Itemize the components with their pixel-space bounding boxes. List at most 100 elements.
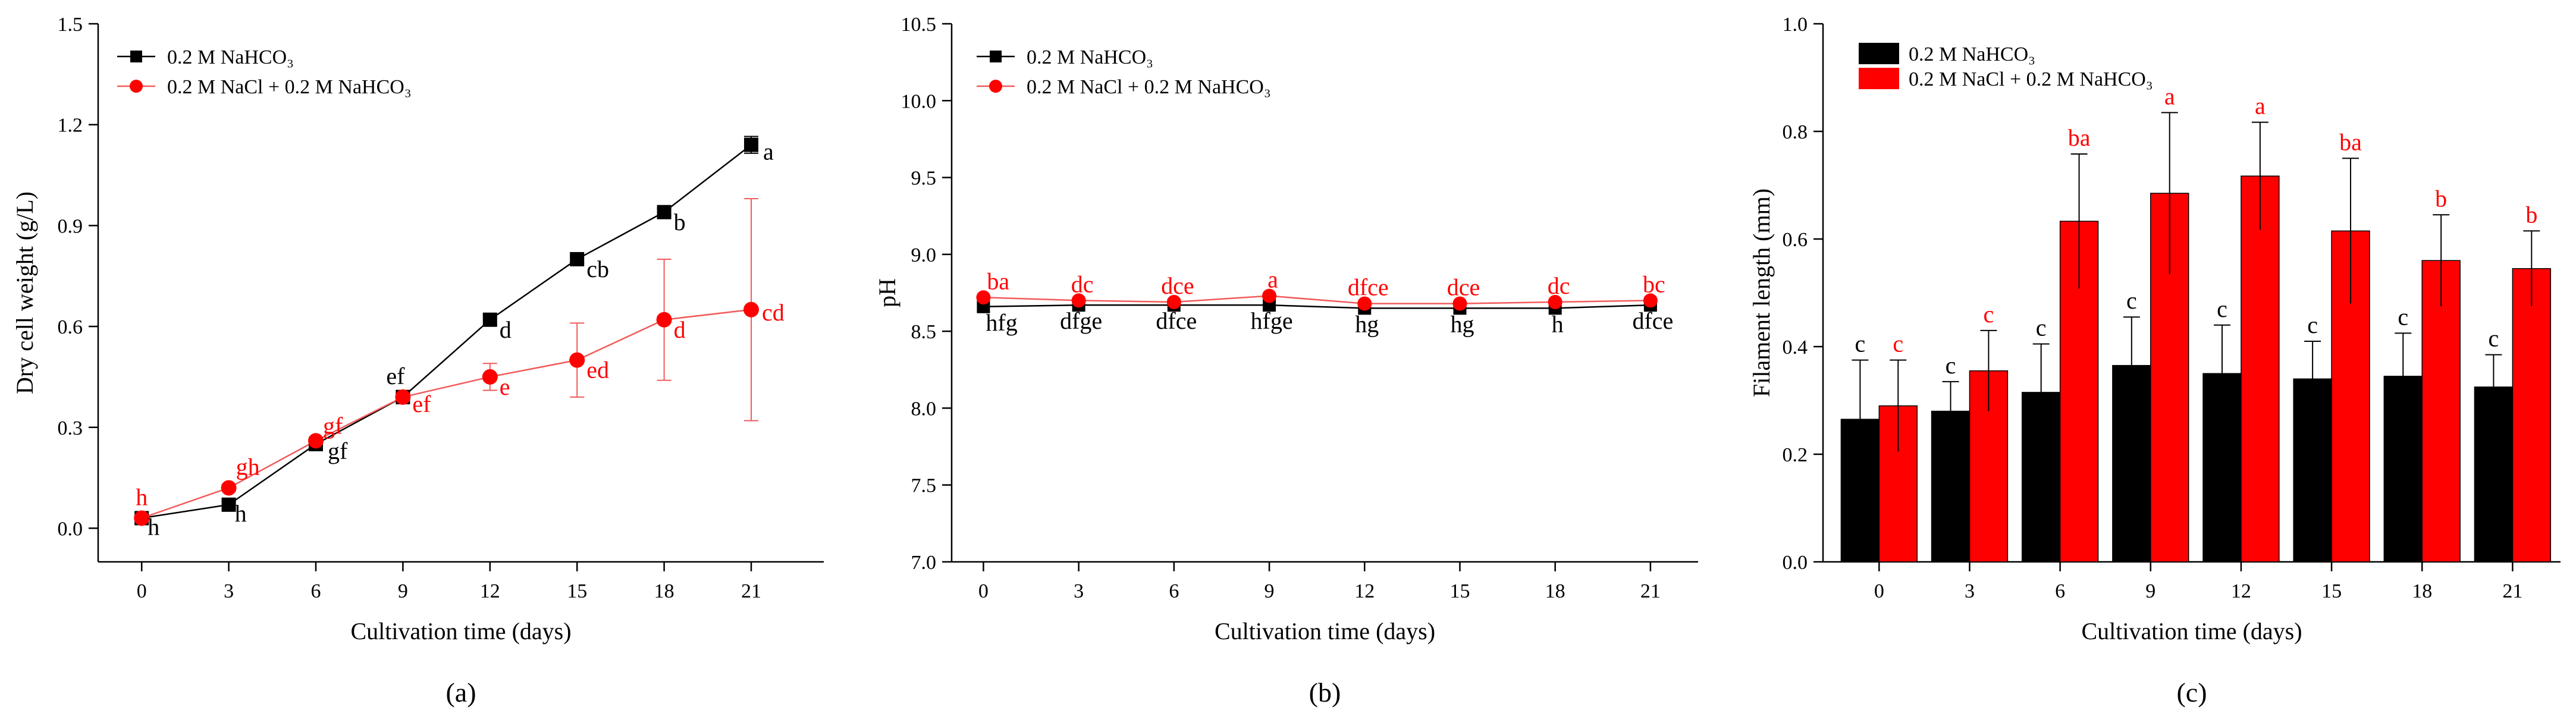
x-axis-title: Cultivation time (days)	[350, 618, 571, 644]
x-tick-label: 0	[978, 580, 989, 602]
x-tick-label: 12	[1354, 580, 1375, 602]
series-line	[983, 304, 1651, 309]
significance-label: a	[2164, 83, 2175, 109]
y-axis-title: Dry cell weight (g/L)	[11, 191, 38, 394]
significance-label: hfge	[1251, 307, 1293, 334]
significance-label: d	[674, 316, 686, 343]
legend-label: 0.2 M NaHCO₃	[1909, 43, 2035, 65]
significance-label: c	[2307, 312, 2318, 338]
y-tick-label: 0.0	[58, 518, 83, 540]
significance-label: bc	[1643, 271, 1665, 297]
data-point-circle	[1357, 296, 1372, 311]
y-tick-label: 0.0	[1783, 552, 1808, 574]
significance-label: d	[500, 316, 512, 343]
significance-label: b	[2435, 185, 2447, 212]
series-line	[141, 309, 752, 519]
significance-label: h	[235, 500, 247, 527]
x-tick-label: 9	[398, 580, 408, 602]
x-tick-label: 21	[741, 580, 761, 602]
legend-label: 0.2 M NaHCO₃	[1027, 46, 1153, 68]
significance-label: c	[2489, 325, 2499, 352]
x-tick-label: 0	[137, 580, 147, 602]
legend-marker-circle	[130, 80, 143, 93]
significance-label: e	[500, 373, 510, 400]
data-point-square	[744, 137, 758, 152]
significance-label: c	[2217, 295, 2227, 322]
significance-label: ef	[412, 391, 431, 417]
data-point-circle	[743, 301, 759, 317]
bar	[2512, 268, 2552, 562]
y-axis-title: pH	[874, 278, 900, 307]
data-point-circle	[308, 433, 324, 449]
significance-label: dfce	[1348, 274, 1389, 301]
data-point-square	[221, 497, 236, 512]
bar	[2421, 260, 2461, 562]
x-tick-label: 6	[1169, 580, 1179, 602]
x-tick-label: 15	[1449, 580, 1470, 602]
significance-label: dc	[1071, 271, 1094, 297]
significance-label: dfce	[1156, 307, 1197, 334]
data-point-circle	[482, 369, 498, 385]
data-point-circle	[134, 510, 150, 526]
x-tick-label: 3	[1074, 580, 1084, 602]
y-tick-label: 0.6	[58, 316, 83, 338]
panel-caption: (a)	[445, 677, 476, 708]
x-tick-label: 12	[2231, 580, 2251, 602]
x-tick-label: 15	[567, 580, 587, 602]
x-tick-label: 21	[1640, 580, 1661, 602]
data-point-square	[482, 312, 497, 327]
y-tick-label: 10.0	[901, 90, 937, 112]
significance-label: ba	[2339, 128, 2362, 155]
y-tick-label: 1.5	[58, 14, 83, 36]
x-axis-title: Cultivation time (days)	[1215, 618, 1435, 644]
data-point-circle	[1262, 288, 1277, 303]
y-tick-label: 8.0	[911, 398, 937, 420]
significance-label: gh	[236, 454, 260, 480]
significance-label: c	[2398, 303, 2408, 330]
data-point-circle	[1071, 293, 1086, 308]
significance-label: cb	[586, 256, 609, 282]
panel-a-dry-cell-weight-chart: 0.0 0.3 0.6 0.9 1.2 1.5 0 3 6 9 12 15 18 21 Cultivatio…	[11, 14, 824, 708]
x-tick-label: 3	[1965, 580, 1975, 602]
legend-swatch	[1859, 43, 1899, 64]
y-tick-label: 0.2	[1783, 444, 1808, 466]
significance-label: h	[136, 483, 148, 510]
significance-label: ed	[586, 357, 609, 383]
significance-label: ba	[2068, 124, 2091, 151]
y-tick-label: 1.2	[58, 115, 83, 137]
y-tick-label: 0.9	[58, 215, 83, 237]
significance-label: b	[674, 209, 686, 235]
significance-label: a	[763, 139, 774, 165]
data-point-square	[657, 205, 672, 219]
x-axis-title: Cultivation time (days)	[2081, 618, 2302, 644]
legend-marker-circle	[989, 80, 1002, 93]
data-point-circle	[1548, 295, 1562, 310]
significance-label: hfg	[986, 309, 1017, 336]
y-tick-label: 7.0	[911, 552, 937, 574]
significance-label: a	[2255, 93, 2266, 120]
y-tick-label: 0.3	[58, 417, 83, 439]
y-tick-label: 1.0	[1783, 14, 1808, 36]
legend-label: 0.2 M NaCl + 0.2 M NaHCO₃	[1027, 76, 1271, 98]
significance-label: cd	[762, 299, 785, 326]
y-axis-title: Filament length (mm)	[1748, 188, 1775, 397]
significance-label: gf	[328, 438, 348, 464]
x-tick-label: 21	[2502, 580, 2522, 602]
legend-marker-square	[130, 51, 142, 62]
significance-label: c	[1946, 352, 1956, 379]
x-tick-label: 0	[1874, 580, 1884, 602]
legend-label: 0.2 M NaHCO₃	[167, 46, 294, 68]
significance-label: c	[1984, 301, 1994, 328]
significance-label: c	[2036, 314, 2047, 341]
significance-label: b	[2525, 201, 2537, 228]
series-line	[142, 144, 752, 519]
data-point-circle	[569, 352, 585, 368]
y-tick-label: 0.8	[1783, 121, 1808, 143]
panel-b-ph-chart: 7.0 7.5 8.0 8.5 9.0 9.5 10.0 10.5 0 3 6 9 12 15 18 21 Cu…	[874, 14, 1698, 708]
significance-label: dfge	[1060, 307, 1102, 334]
data-point-square	[570, 251, 585, 266]
x-tick-label: 12	[480, 580, 500, 602]
x-tick-label: 3	[224, 580, 234, 602]
y-tick-label: 8.5	[911, 321, 937, 343]
significance-label: dce	[1447, 274, 1480, 301]
